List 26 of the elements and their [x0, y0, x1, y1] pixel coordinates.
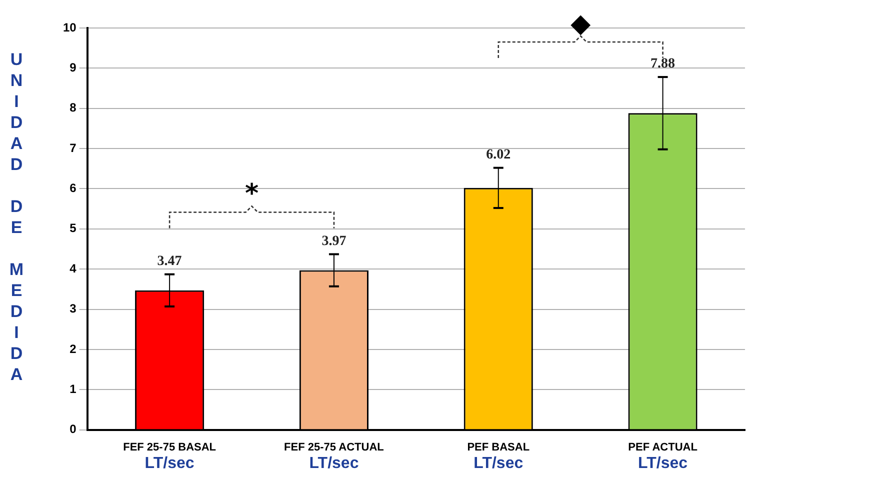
- data-label: 6.02: [486, 147, 511, 162]
- y-tick-label: 9: [70, 60, 77, 74]
- text: LT/sec: [144, 455, 194, 472]
- x-tick-label: PEF ACTUAL: [628, 441, 698, 454]
- y-tick-label: 8: [70, 100, 77, 115]
- text: LT/sec: [638, 455, 688, 472]
- text: LT/sec: [309, 455, 359, 472]
- y-tick-label: 3: [70, 302, 77, 316]
- data-label: 3.47: [157, 254, 182, 269]
- y-tick-label: 6: [70, 181, 77, 196]
- x-tick-label: PEF BASAL: [467, 441, 530, 454]
- data-label: 7.88: [650, 56, 676, 72]
- y-tick-label: 1: [70, 382, 77, 396]
- y-tick-label: 0: [70, 422, 77, 436]
- y-tick-label: 10: [62, 20, 77, 34]
- text: LT/sec: [474, 455, 524, 472]
- y-tick-label: 5: [70, 221, 77, 236]
- y-tick-label: 2: [70, 342, 77, 356]
- y-tick-label: 7: [70, 140, 77, 155]
- x-tick-label: FEF 25-75 BASAL: [123, 441, 216, 454]
- annotation: *: [244, 178, 259, 209]
- y-axis-title: UNIDAD DE MEDIDA: [7, 50, 26, 386]
- data-label: 3.97: [322, 234, 346, 249]
- x-tick-label: FEF 25-75 ACTUAL: [284, 441, 384, 454]
- y-tick-label: 4: [70, 261, 77, 276]
- annotation: ◆: [570, 8, 591, 39]
